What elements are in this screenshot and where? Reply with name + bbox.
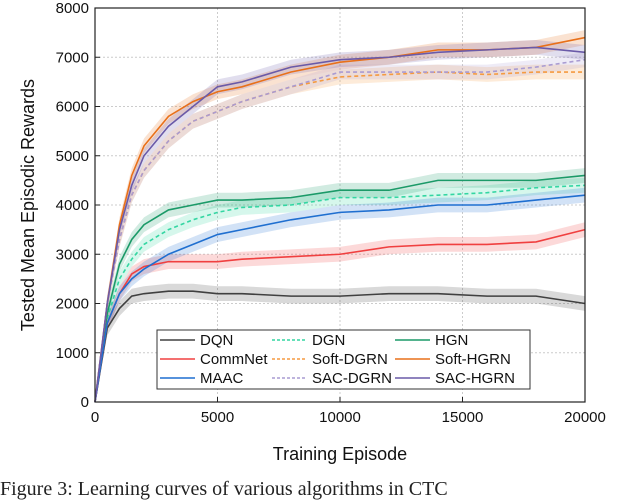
- x-tick-label: 5000: [201, 409, 234, 426]
- y-tick-label: 2000: [56, 296, 89, 313]
- legend: DQN DGN HGN CommNet Soft-DGRN Soft-HGRN MAAC SA…: [156, 329, 531, 390]
- y-tick-label: 3000: [56, 246, 89, 263]
- x-tick-label: 0: [91, 409, 99, 426]
- series-lines: [94, 36, 586, 403]
- x-tick-label: 10000: [319, 409, 361, 426]
- legend-label: Soft-HGRN: [435, 351, 511, 368]
- line-chart: 0 5000 10000 15000 20000 0 1000 2000 3000 4000 500…: [18, 0, 606, 464]
- series-commnet: [94, 228, 586, 403]
- series-soft-dgrn: [94, 71, 585, 403]
- x-tick-label: 15000: [442, 409, 484, 426]
- y-tick-label: 4000: [56, 197, 89, 214]
- figure-caption: Figure 3: Learning curves of various alg…: [0, 478, 448, 500]
- legend-box: [156, 329, 531, 390]
- series-hgn: [94, 174, 586, 403]
- x-tick-label: 20000: [564, 409, 606, 426]
- legend-label: SAC-HGRN: [435, 370, 515, 387]
- legend-label: MAAC: [200, 370, 244, 387]
- legend-label: Soft-DGRN: [312, 351, 388, 368]
- series-dgn: [94, 184, 586, 403]
- y-tick-label: 6000: [56, 99, 89, 116]
- legend-label: HGN: [435, 332, 468, 349]
- series-sac-hgrn: [94, 46, 586, 403]
- y-tick-label: 1000: [56, 345, 89, 362]
- y-axis-label: Tested Mean Episodic Rewards: [18, 79, 38, 331]
- band-commnet: [95, 222, 585, 402]
- legend-label: DQN: [200, 332, 233, 349]
- y-tick-label: 7000: [56, 49, 89, 66]
- legend-label: CommNet: [200, 351, 268, 368]
- legend-label: DGN: [312, 332, 345, 349]
- legend-label: SAC-DGRN: [312, 370, 392, 387]
- x-axis-label: Training Episode: [273, 444, 407, 464]
- series-soft-hgrn: [94, 36, 586, 403]
- axis-ticks: 0 5000 10000 15000 20000 0 1000 2000 3000 4000 500…: [56, 0, 606, 426]
- band-maac: [95, 187, 585, 402]
- y-tick-label: 0: [81, 394, 89, 411]
- series-dqn: [94, 290, 586, 403]
- series-maac: [94, 194, 586, 403]
- y-tick-label: 5000: [56, 148, 89, 165]
- y-tick-label: 8000: [56, 0, 89, 17]
